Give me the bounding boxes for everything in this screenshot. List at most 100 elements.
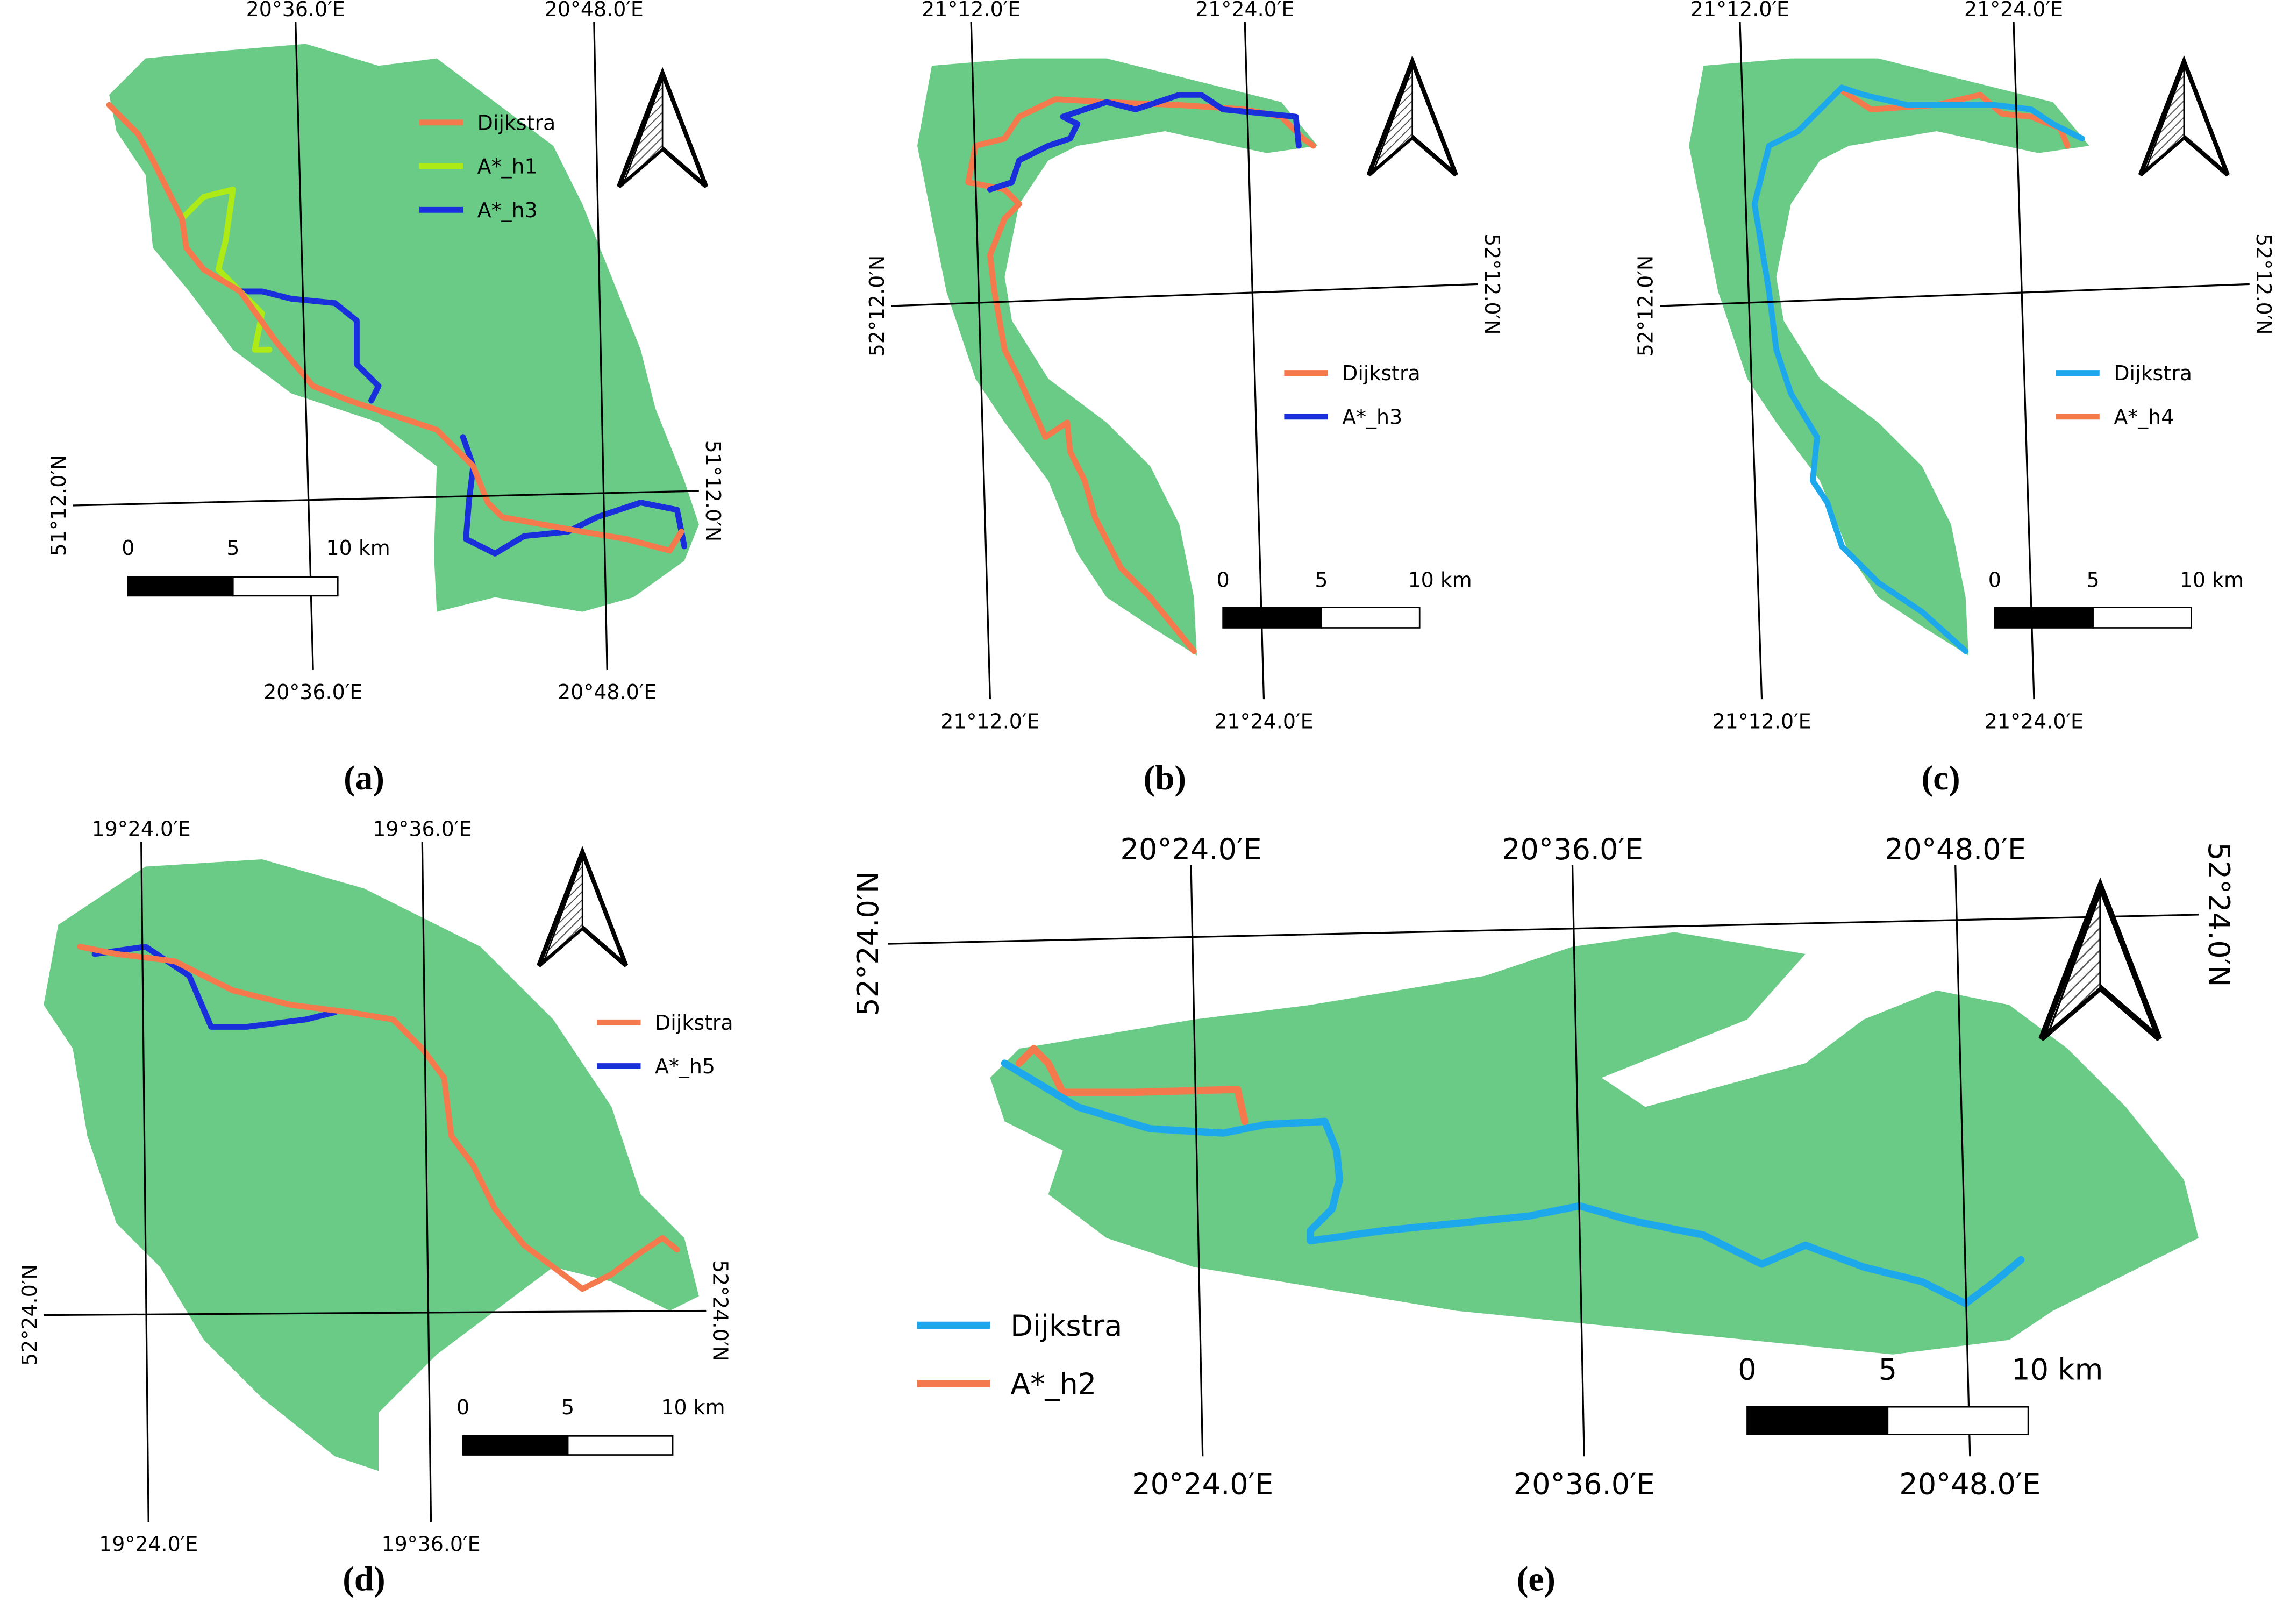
north-arrow — [537, 846, 629, 967]
longitude-label: 19°24.0′E — [92, 817, 191, 841]
scale-bar-light — [567, 1435, 674, 1456]
meridian — [593, 22, 608, 671]
scale-label: 0 — [122, 536, 134, 560]
longitude-label: 19°24.0′E — [99, 1532, 198, 1556]
longitude-label: 19°36.0′E — [373, 817, 472, 841]
panel-caption: (e) — [1517, 1559, 1556, 1598]
latitude-label: 51°12.0′N — [701, 440, 725, 542]
scale-label: 10 km — [326, 536, 390, 560]
longitude-label: 20°24.0′E — [1121, 832, 1262, 866]
legend-label: Dijkstra — [655, 1011, 733, 1035]
longitude-label: 20°48.0′E — [545, 0, 644, 21]
route — [987, 91, 1302, 193]
meridian — [1954, 865, 1971, 1457]
north-arrow-hatch — [623, 79, 664, 183]
scale-label: 5 — [2087, 568, 2100, 592]
scale-label: 0 — [456, 1395, 469, 1419]
route — [1751, 84, 2085, 654]
latitude-label: 52°24.0′N — [18, 1264, 41, 1366]
route — [179, 186, 273, 353]
route — [1001, 1059, 2025, 1307]
longitude-label: 20°36.0′E — [246, 0, 345, 21]
legend-label: A*_h3 — [477, 198, 538, 222]
land-area — [1689, 58, 2089, 656]
meridian — [1190, 865, 1204, 1457]
scale-bar-light — [2092, 607, 2192, 629]
route — [965, 96, 1316, 654]
scale-bar-dark — [127, 576, 234, 597]
parallel — [44, 1309, 707, 1316]
meridian — [1571, 865, 1585, 1457]
parallel — [891, 283, 1478, 307]
meridian — [140, 842, 149, 1522]
longitude-label: 21°24.0′E — [1195, 0, 1294, 21]
latitude-label: 52°12.0′N — [2252, 233, 2275, 335]
latitude-label: 52°24.0′N — [709, 1260, 732, 1362]
north-arrow-hatch — [543, 857, 583, 963]
longitude-label: 20°48.0′E — [558, 680, 657, 704]
legend-label: A*_h1 — [477, 155, 538, 179]
parallel — [888, 914, 2199, 945]
meridian — [295, 22, 314, 671]
longitude-label: 21°12.0′E — [940, 709, 1039, 733]
route — [237, 288, 382, 404]
panel-caption: (d) — [343, 1559, 385, 1598]
north-arrow — [2038, 877, 2162, 1042]
longitude-label: 20°48.0′E — [1885, 832, 2026, 866]
longitude-label: 20°24.0′E — [1132, 1468, 1273, 1501]
scale-label: 0 — [1738, 1352, 1756, 1386]
meridian — [1739, 22, 1763, 700]
north-arrow-hatch — [2144, 67, 2185, 172]
route — [91, 944, 338, 1030]
scale-label: 10 km — [2011, 1352, 2103, 1386]
longitude-label: 21°24.0′E — [1964, 0, 2063, 21]
legend-label: Dijkstra — [477, 111, 556, 134]
meridian — [970, 22, 991, 700]
latitude-label: 52°24.0′N — [2202, 842, 2236, 987]
scale-label: 10 km — [2180, 568, 2244, 592]
panel-caption: (c) — [1922, 759, 1960, 797]
legend-label: A*_h3 — [1342, 405, 1402, 429]
north-arrow — [617, 67, 709, 189]
land-area — [990, 932, 2199, 1355]
scale-label: 5 — [1315, 568, 1328, 592]
route — [106, 102, 684, 554]
scale-bar-dark — [1994, 607, 2094, 629]
longitude-label: 21°24.0′E — [1985, 709, 2084, 733]
land-area — [109, 44, 699, 612]
scale-label: 10 km — [1408, 568, 1472, 592]
north-arrow-hatch — [2046, 893, 2101, 1035]
longitude-label: 21°12.0′E — [1712, 709, 1811, 733]
scale-label: 0 — [1217, 568, 1230, 592]
meridian — [2013, 22, 2035, 700]
longitude-label: 19°36.0′E — [381, 1532, 480, 1556]
legend-label: A*_h2 — [1010, 1367, 1096, 1401]
latitude-label: 52°12.0′N — [1480, 233, 1504, 335]
route — [460, 434, 688, 557]
route — [77, 944, 680, 1292]
scale-label: 5 — [1879, 1352, 1897, 1386]
meridian — [421, 842, 432, 1522]
parallel — [1659, 283, 2250, 307]
latitude-label: 51°12.0′N — [47, 455, 70, 557]
north-arrow-hatch — [1373, 67, 1414, 172]
legend-label: Dijkstra — [1342, 361, 1421, 385]
scale-bar-light — [232, 576, 339, 597]
longitude-label: 20°36.0′E — [1514, 1468, 1655, 1501]
panel-caption: (b) — [1144, 759, 1186, 797]
north-arrow — [1366, 55, 1458, 177]
longitude-label: 20°48.0′E — [1899, 1468, 2041, 1501]
longitude-label: 20°36.0′E — [263, 680, 362, 704]
parallel — [73, 490, 699, 507]
longitude-label: 20°36.0′E — [1502, 832, 1643, 866]
route — [1015, 1045, 1249, 1126]
latitude-label: 52°24.0′N — [851, 871, 885, 1016]
scale-bar-light — [1887, 1406, 2029, 1435]
north-arrow — [2138, 55, 2230, 177]
scale-bar-light — [1321, 607, 1421, 629]
scale-bar-dark — [1222, 607, 1322, 629]
scale-bar-dark — [462, 1435, 569, 1456]
meridian — [1244, 22, 1265, 700]
panel-caption: (a) — [344, 759, 384, 797]
